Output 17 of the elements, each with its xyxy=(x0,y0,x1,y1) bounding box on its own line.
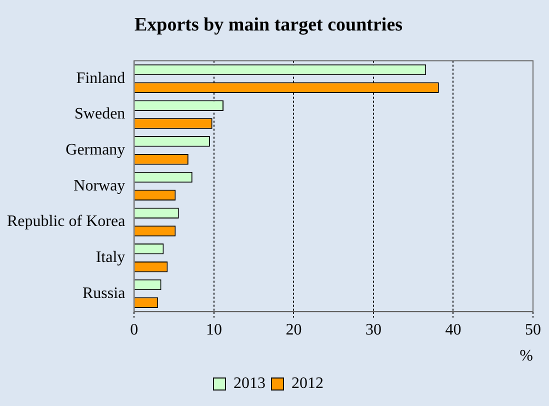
x-tick-label: 40 xyxy=(445,321,462,338)
y-tick-label: Italy xyxy=(96,249,126,266)
y-tick-label: Finland xyxy=(76,70,126,87)
x-tick-label: 10 xyxy=(206,321,222,338)
x-tick-label: 30 xyxy=(365,321,382,338)
y-tick-label: Republic of Korea xyxy=(6,213,126,230)
y-tick-label: Sweden xyxy=(74,106,126,123)
chart-title: Exports by main target countries xyxy=(134,14,403,36)
legend-label: 2013 xyxy=(234,375,266,392)
y-tick-label: Norway xyxy=(74,177,126,194)
x-tick-label: 20 xyxy=(286,321,302,338)
y-tick-label: Germany xyxy=(66,142,126,159)
x-tick-label: 0 xyxy=(130,321,138,338)
x-tick-label: 50 xyxy=(525,321,541,338)
y-tick-label: Russia xyxy=(82,284,126,302)
legend-label: 2012 xyxy=(292,375,324,392)
x-axis-title: % xyxy=(520,348,533,365)
